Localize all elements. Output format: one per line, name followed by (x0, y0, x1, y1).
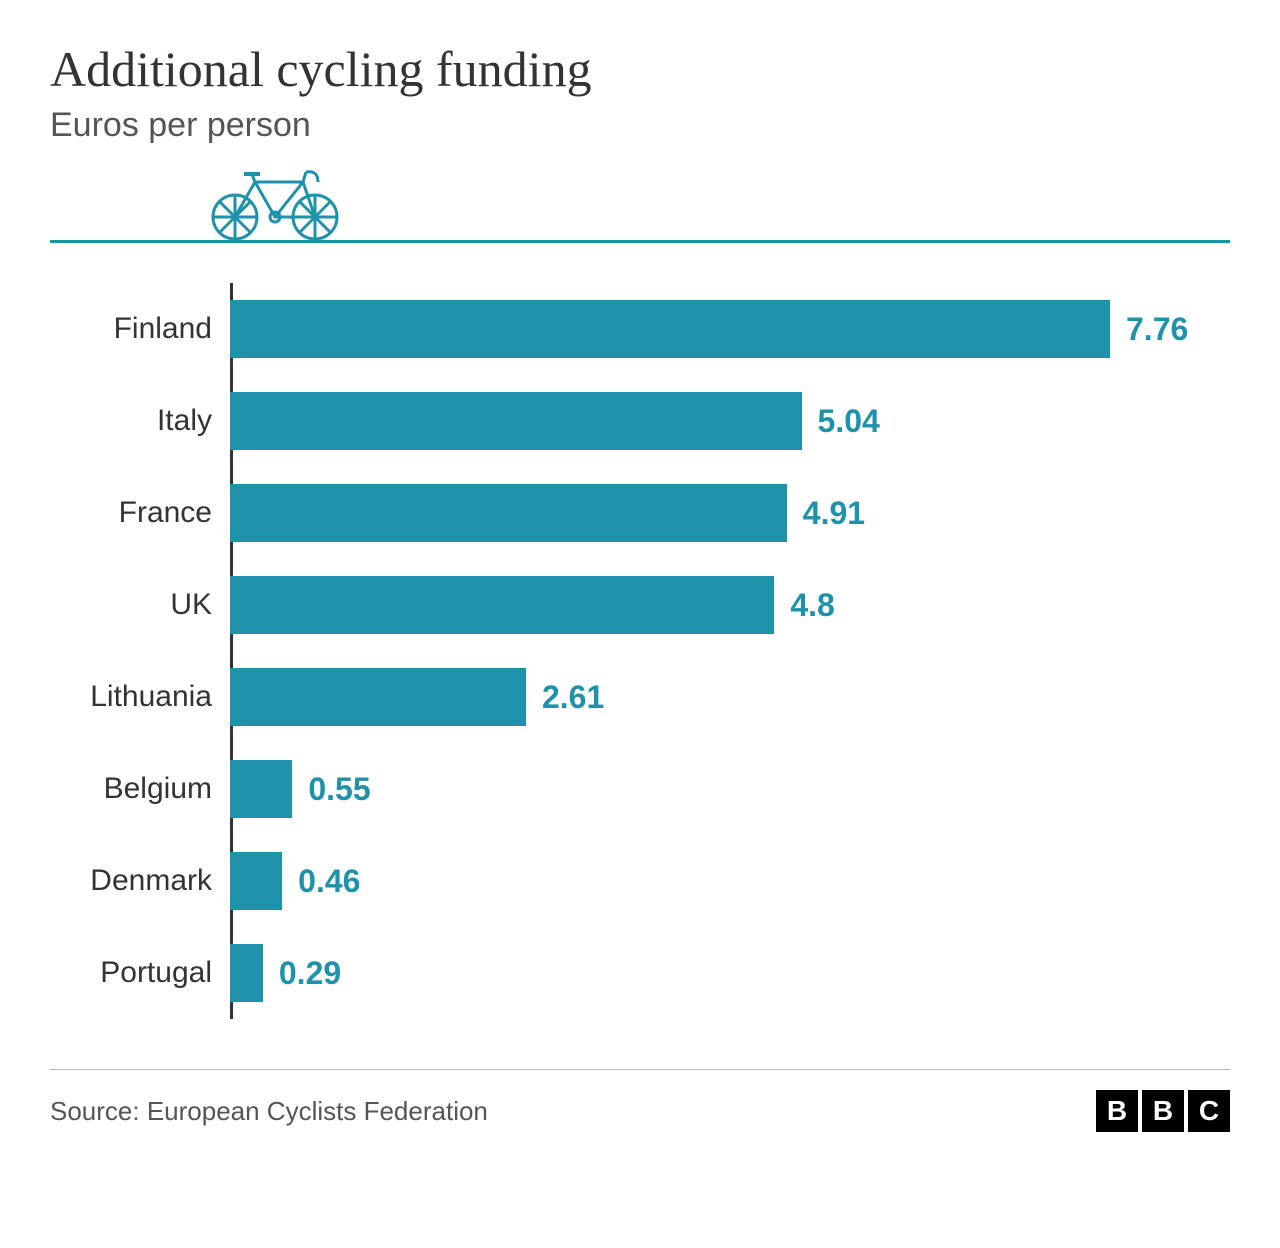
bar-row: UK 4.8 (60, 559, 1230, 651)
bar-cell: 7.76 (230, 283, 1230, 375)
bar-cell: 4.8 (230, 559, 1230, 651)
bar-row: Belgium 0.55 (60, 743, 1230, 835)
bar-row: Portugal 0.29 (60, 927, 1230, 1019)
bar-row: Lithuania 2.61 (60, 651, 1230, 743)
divider-with-icon (50, 163, 1230, 243)
bar-value: 5.04 (818, 403, 880, 440)
bar (230, 484, 787, 542)
bar-label: UK (60, 588, 230, 622)
bar-row: Italy 5.04 (60, 375, 1230, 467)
bar-cell: 0.46 (230, 835, 1230, 927)
footer: Source: European Cyclists Federation B B… (50, 1069, 1230, 1132)
bbc-logo-letter: B (1142, 1090, 1184, 1132)
bar-cell: 0.29 (230, 927, 1230, 1019)
bar (230, 944, 263, 1002)
bar (230, 576, 774, 634)
bar-cell: 4.91 (230, 467, 1230, 559)
chart-subtitle: Euros per person (50, 106, 1230, 145)
bar-value: 4.8 (790, 587, 834, 624)
bar-value: 0.46 (298, 863, 360, 900)
bar-label: Denmark (60, 864, 230, 898)
bicycle-icon (200, 162, 350, 242)
bar-value: 0.55 (308, 771, 370, 808)
bar-cell: 2.61 (230, 651, 1230, 743)
bar-label: Lithuania (60, 680, 230, 714)
bar-value: 0.29 (279, 955, 341, 992)
bar (230, 668, 526, 726)
bar (230, 300, 1110, 358)
bbc-logo-letter: C (1188, 1090, 1230, 1132)
bar-cell: 0.55 (230, 743, 1230, 835)
bar-value: 7.76 (1126, 311, 1188, 348)
bar (230, 760, 292, 818)
bbc-logo-letter: B (1096, 1090, 1138, 1132)
bar-label: Italy (60, 404, 230, 438)
bar-label: Belgium (60, 772, 230, 806)
bar (230, 392, 802, 450)
bar-chart: Finland 7.76 Italy 5.04 France 4.91 UK 4.8 Lithu… (60, 283, 1230, 1019)
bar-value: 4.91 (803, 495, 865, 532)
source-attribution: Source: European Cyclists Federation (50, 1096, 488, 1127)
bar-cell: 5.04 (230, 375, 1230, 467)
bbc-logo: B B C (1096, 1090, 1230, 1132)
bar (230, 852, 282, 910)
bar-row: Finland 7.76 (60, 283, 1230, 375)
chart-title: Additional cycling funding (50, 40, 1230, 98)
bar-label: Finland (60, 312, 230, 346)
bar-label: France (60, 496, 230, 530)
bar-row: France 4.91 (60, 467, 1230, 559)
bar-row: Denmark 0.46 (60, 835, 1230, 927)
bar-label: Portugal (60, 956, 230, 990)
bar-value: 2.61 (542, 679, 604, 716)
